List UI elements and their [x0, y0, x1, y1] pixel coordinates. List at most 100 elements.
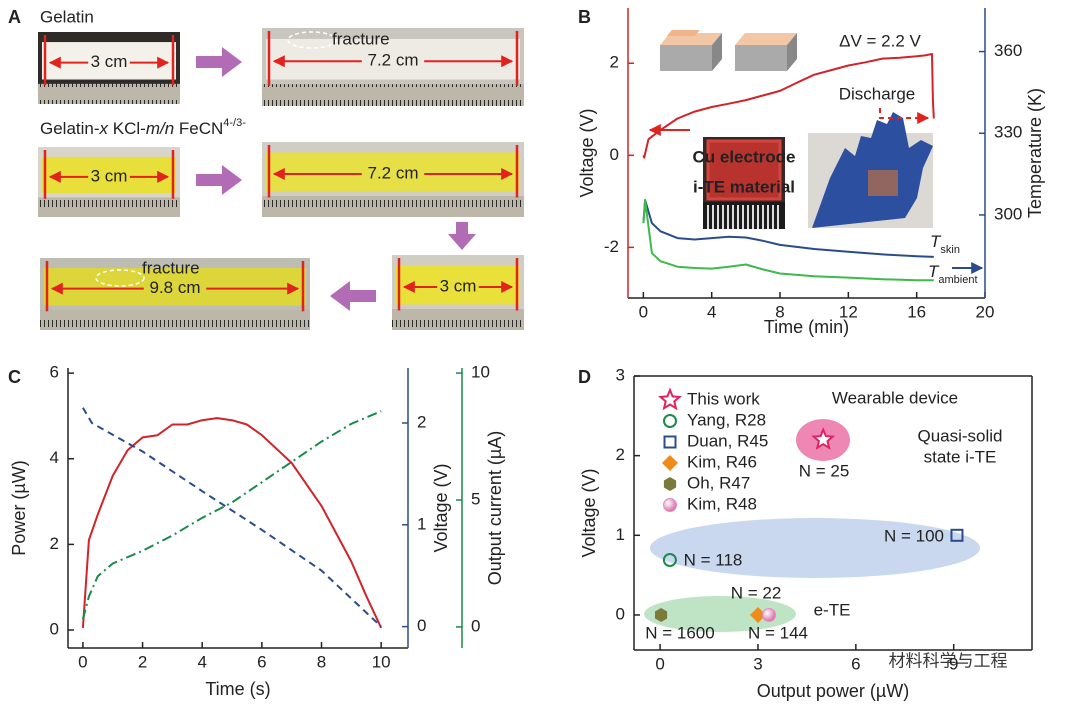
x-tick-label: 8: [317, 652, 326, 671]
y-tick-label: 6: [50, 363, 59, 382]
x-axis-title: Output power (µW): [757, 681, 909, 701]
annotation: N = 22: [731, 583, 782, 602]
label-backdrop: [437, 276, 479, 297]
y2-tick-label: 1: [417, 514, 426, 533]
annotation: N = 118: [684, 550, 743, 569]
process-arrows: [196, 47, 476, 311]
fracture-label: fracture: [332, 29, 390, 48]
x-tick-label: 4: [197, 652, 206, 671]
y2-tick-label: 0: [417, 616, 426, 635]
y-axis-title: Voltage (V): [577, 108, 597, 197]
y3-tick-label: 10: [471, 363, 490, 382]
y-tick-label: 1: [616, 525, 625, 544]
ruler: [262, 84, 524, 106]
diamond-marker: [750, 607, 766, 623]
fracture-label: fracture: [142, 258, 200, 277]
annotation: N = 25: [799, 461, 850, 480]
length-label: 7.2 cm: [367, 51, 418, 70]
y-axis-title: Power (µW): [9, 460, 29, 555]
data-line: [82, 407, 382, 628]
annotation: N = 1600: [645, 623, 714, 642]
ruler: [38, 197, 180, 217]
circle-marker: [662, 552, 677, 567]
legend-label: This work: [687, 389, 760, 408]
data-line: [81, 417, 383, 629]
legend-label: Kim, R46: [687, 452, 757, 471]
fracture-outline: [95, 269, 145, 287]
panel-label: A: [8, 7, 21, 27]
title-part: KCl-: [108, 119, 146, 138]
panel-label: C: [8, 367, 21, 387]
x-tick-label: 16: [907, 302, 926, 321]
y-tick-label: 0: [50, 620, 59, 639]
y-tick-label: -2: [604, 237, 619, 256]
x-tick-label: 0: [639, 302, 648, 321]
annotation: ΔV = 2.2 V: [839, 31, 921, 50]
label-backdrop: [88, 52, 130, 73]
legend-label: Oh, R47: [687, 473, 750, 492]
y-tick-label: 3: [616, 365, 625, 384]
x-tick-label: 0: [655, 654, 664, 673]
length-label: 3 cm: [91, 166, 128, 185]
annotation: Discharge: [839, 84, 916, 103]
series-label-main: T: [930, 232, 942, 251]
series-label-main: T: [928, 262, 940, 281]
title-part: x: [99, 119, 109, 138]
x-tick-label: 9: [949, 654, 958, 673]
legend-label: Yang, R28: [687, 410, 766, 429]
x-tick-label: 2: [138, 652, 147, 671]
annotation: Cu electrode: [693, 147, 796, 166]
y2-axis-title: Temperature (K): [1025, 88, 1045, 218]
legend-marker: [658, 387, 682, 411]
data-line: [642, 53, 935, 159]
fracture-outline: [287, 31, 337, 49]
annotation: N = 144: [748, 623, 808, 642]
y2-tick-label: 300: [994, 204, 1022, 223]
y-tick-label: 2: [616, 445, 625, 464]
x-tick-label: 6: [257, 652, 266, 671]
y-tick-label: 2: [50, 534, 59, 553]
legend-marker: [663, 414, 677, 428]
ruler: [392, 309, 524, 330]
x-tick-label: 10: [372, 652, 391, 671]
legend-label: Duan, R45: [687, 431, 768, 450]
legend-marker: [662, 455, 678, 471]
label-backdrop: [361, 51, 425, 72]
square-marker: [950, 528, 964, 542]
data-line: [642, 199, 934, 258]
label-backdrop: [88, 166, 130, 187]
legend-marker: [663, 477, 677, 491]
row-title: Gelatin: [40, 7, 94, 26]
data-line: [81, 410, 382, 620]
length-label: 3 cm: [440, 276, 477, 295]
annotation: e-TE: [814, 600, 851, 619]
legend-marker: [663, 498, 677, 512]
series-label-sub: ambient: [938, 274, 977, 286]
y-axis-title: Voltage (V): [579, 468, 599, 557]
title-part: FeCN: [174, 119, 223, 138]
ball-marker: [762, 607, 777, 622]
y-tick-label: 4: [50, 448, 59, 467]
panel-d-regions: [644, 419, 980, 632]
series-label: Tambient: [928, 262, 978, 285]
annotation: Quasi-solid: [917, 426, 1002, 445]
x-tick-label: 8: [775, 302, 784, 321]
annotation: N = 100: [884, 526, 944, 545]
row-title: Gelatin-x KCl-m/n FeCN4-/3-: [40, 117, 246, 139]
y-tick-label: 2: [610, 53, 619, 72]
panel-b-insets: [648, 30, 984, 274]
ruler: [38, 83, 180, 104]
length-label: 7.2 cm: [367, 163, 418, 182]
ruler: [40, 309, 310, 330]
y-tick-label: 0: [616, 604, 625, 623]
hexagon-marker: [655, 608, 668, 622]
y3-tick-label: 5: [471, 489, 480, 508]
series-label: Tskin: [930, 232, 960, 255]
y2-axis-title: Voltage (V): [431, 463, 451, 552]
y2-tick-label: 360: [994, 41, 1022, 60]
x-tick-label: 6: [851, 654, 860, 673]
x-tick-label: 4: [707, 302, 716, 321]
x-tick-label: 20: [976, 302, 995, 321]
y2-tick-label: 330: [994, 123, 1022, 142]
